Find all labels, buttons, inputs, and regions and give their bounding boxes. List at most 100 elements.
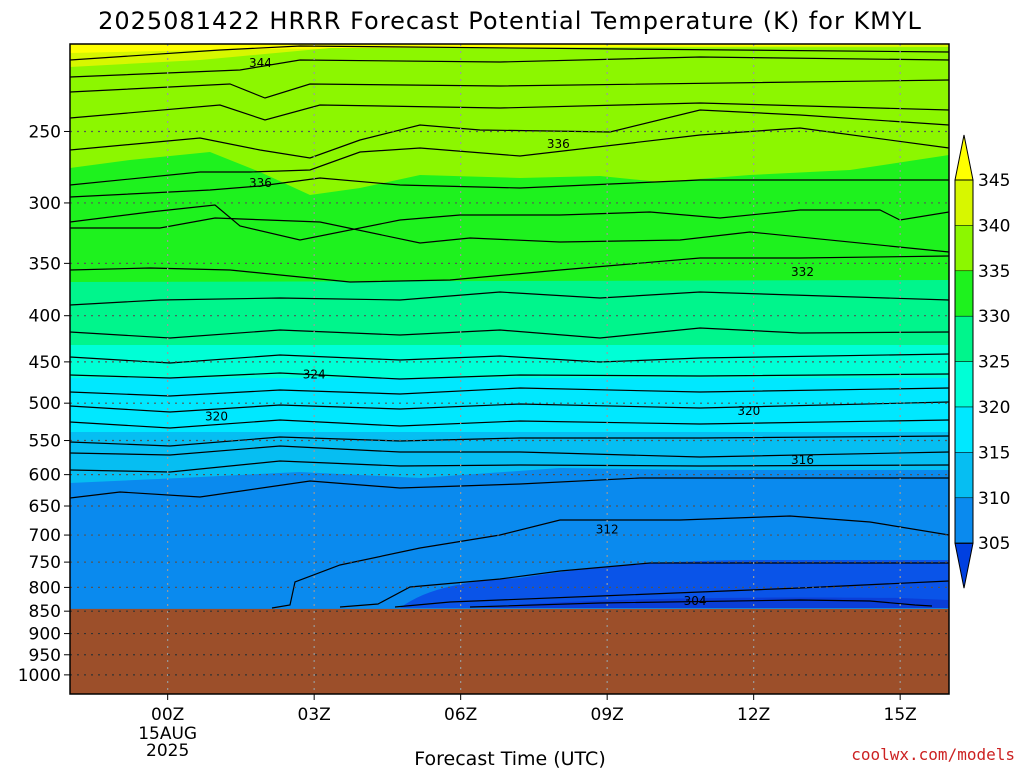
isentrope-line-11 [70, 327, 949, 339]
isentrope-line-13 [70, 372, 949, 380]
colorbar-segment-5 [954, 406, 974, 453]
y-tick-label-250: 250 [29, 122, 61, 142]
y-tick-label-650: 650 [29, 497, 61, 517]
colorbar-bottom-arrow [954, 542, 974, 589]
plot-frame [69, 43, 950, 695]
y-tick-label-350: 350 [29, 254, 61, 274]
colorbar-segment-0 [954, 179, 974, 226]
credit-text: coolwx.com/models [851, 745, 1015, 764]
isentrope-line-2 [70, 79, 949, 99]
colorbar-segment-3 [954, 315, 974, 362]
isentrope-line-21 [271, 515, 949, 609]
contour-label-text: 332 [791, 265, 814, 279]
colorbar-label-325: 325 [978, 353, 1010, 373]
isentrope-line-4 [70, 109, 949, 159]
contour-label-2: 336 [249, 176, 272, 190]
x-tick-label-15Z: 15Z [884, 705, 917, 725]
colorbar-segment-6 [954, 452, 974, 499]
isentrope-line-18 [70, 445, 949, 458]
isentrope-line-19 [70, 460, 949, 473]
x-tick-label-03Z: 03Z [298, 705, 331, 725]
colorbar: 305 310 315 320 325 330 335 340 345 [954, 134, 1010, 589]
x-tick-label-06Z: 06Z [444, 705, 477, 725]
y-tick-label-550: 550 [29, 432, 61, 452]
x-tick-label-09Z: 09Z [591, 705, 624, 725]
isentrope-line-16 [70, 419, 949, 429]
colorbar-frame [954, 179, 974, 544]
isentrope-line-layer [70, 45, 949, 609]
contour-label-8: 312 [596, 522, 619, 536]
contour-label-layer: 344 336 336 332 324 320 320 316 312 304 [205, 56, 814, 608]
y-tick-label-700: 700 [29, 526, 61, 546]
isentrope-line-12 [70, 353, 949, 364]
isentrope-line-1 [70, 56, 949, 78]
contour-label-text: 324 [303, 368, 326, 382]
contour-label-text: 336 [547, 137, 570, 151]
contour-label-text: 316 [791, 453, 814, 467]
y-tick-label-1000: 1000 [18, 666, 61, 686]
x-date-label-year: 2025 [146, 741, 189, 761]
colorbar-label-305: 305 [978, 534, 1010, 554]
x-tick-label-12Z: 12Z [737, 705, 770, 725]
colorbar-label-345: 345 [978, 171, 1010, 191]
isentrope-line-7 [70, 204, 949, 241]
isentrope-line-14 [70, 387, 949, 397]
band-below-305 [70, 694, 950, 700]
isentrope-line-24 [469, 599, 933, 608]
colorbar-label-330: 330 [978, 307, 1010, 327]
isentrope-line-23 [394, 580, 949, 608]
contour-label-text: 320 [737, 404, 760, 418]
x-axis-label: Forecast Time (UTC) [414, 748, 605, 768]
colorbar-label-315: 315 [978, 443, 1010, 463]
colorbar-segment-7 [954, 497, 974, 544]
contour-label-text: 304 [684, 594, 707, 608]
isentrope-line-6 [70, 177, 949, 198]
y-tick-label-800: 800 [29, 578, 61, 598]
colorbar-segment-2 [954, 270, 974, 317]
band-below-305-pocket [400, 560, 949, 608]
y-tick-label-600: 600 [29, 466, 61, 486]
contour-label-text: 336 [249, 176, 272, 190]
y-tick-label-750: 750 [29, 553, 61, 573]
contour-label-text: 344 [249, 56, 272, 70]
isentrope-line-3 [70, 102, 949, 121]
colorbar-segment-4 [954, 361, 974, 408]
isentrope-line-15 [70, 401, 949, 413]
colorbar-label-340: 340 [978, 216, 1010, 236]
isentrope-line-0 [70, 45, 949, 61]
isentrope-line-10 [70, 291, 949, 306]
contour-label-7: 316 [791, 453, 814, 467]
contour-label-9: 304 [684, 594, 707, 608]
below-ground-area [70, 608, 949, 694]
y-tick-label-300: 300 [29, 194, 61, 214]
isentrope-line-8 [70, 217, 949, 253]
isentrope-line-22 [339, 562, 949, 608]
y-tick-label-450: 450 [29, 353, 61, 373]
contour-fill-layer [70, 44, 950, 700]
y-tick-label-850: 850 [29, 602, 61, 622]
contour-label-3: 332 [791, 265, 814, 279]
y-tick-label-950: 950 [29, 646, 61, 666]
contour-label-4: 324 [303, 368, 326, 382]
x-axis: 00Z 03Z 06Z 09Z 12Z 15Z [151, 694, 917, 725]
x-tick-label-00Z: 00Z [151, 705, 184, 725]
isentrope-line-20 [70, 477, 949, 499]
contour-label-5: 320 [205, 409, 228, 423]
y-tick-label-500: 500 [29, 394, 61, 414]
contour-label-text: 312 [596, 522, 619, 536]
colorbar-top-arrow [954, 134, 974, 181]
y-tick-label-900: 900 [29, 625, 61, 645]
contour-label-1: 336 [547, 137, 570, 151]
contour-label-6: 320 [737, 404, 760, 418]
chart-title: 2025081422 HRRR Forecast Potential Tempe… [98, 7, 922, 35]
y-axis: 250 300 350 400 450 500 550 600 650 700 750 800 850 9… [18, 122, 70, 686]
contour-label-0: 344 [249, 56, 272, 70]
colorbar-segment-1 [954, 225, 974, 272]
colorbar-label-320: 320 [978, 398, 1010, 418]
isentrope-line-9 [70, 255, 949, 283]
x-date-label-day: 15AUG [138, 724, 197, 744]
contour-label-text: 320 [205, 409, 228, 423]
y-tick-label-400: 400 [29, 307, 61, 327]
colorbar-label-335: 335 [978, 262, 1010, 282]
